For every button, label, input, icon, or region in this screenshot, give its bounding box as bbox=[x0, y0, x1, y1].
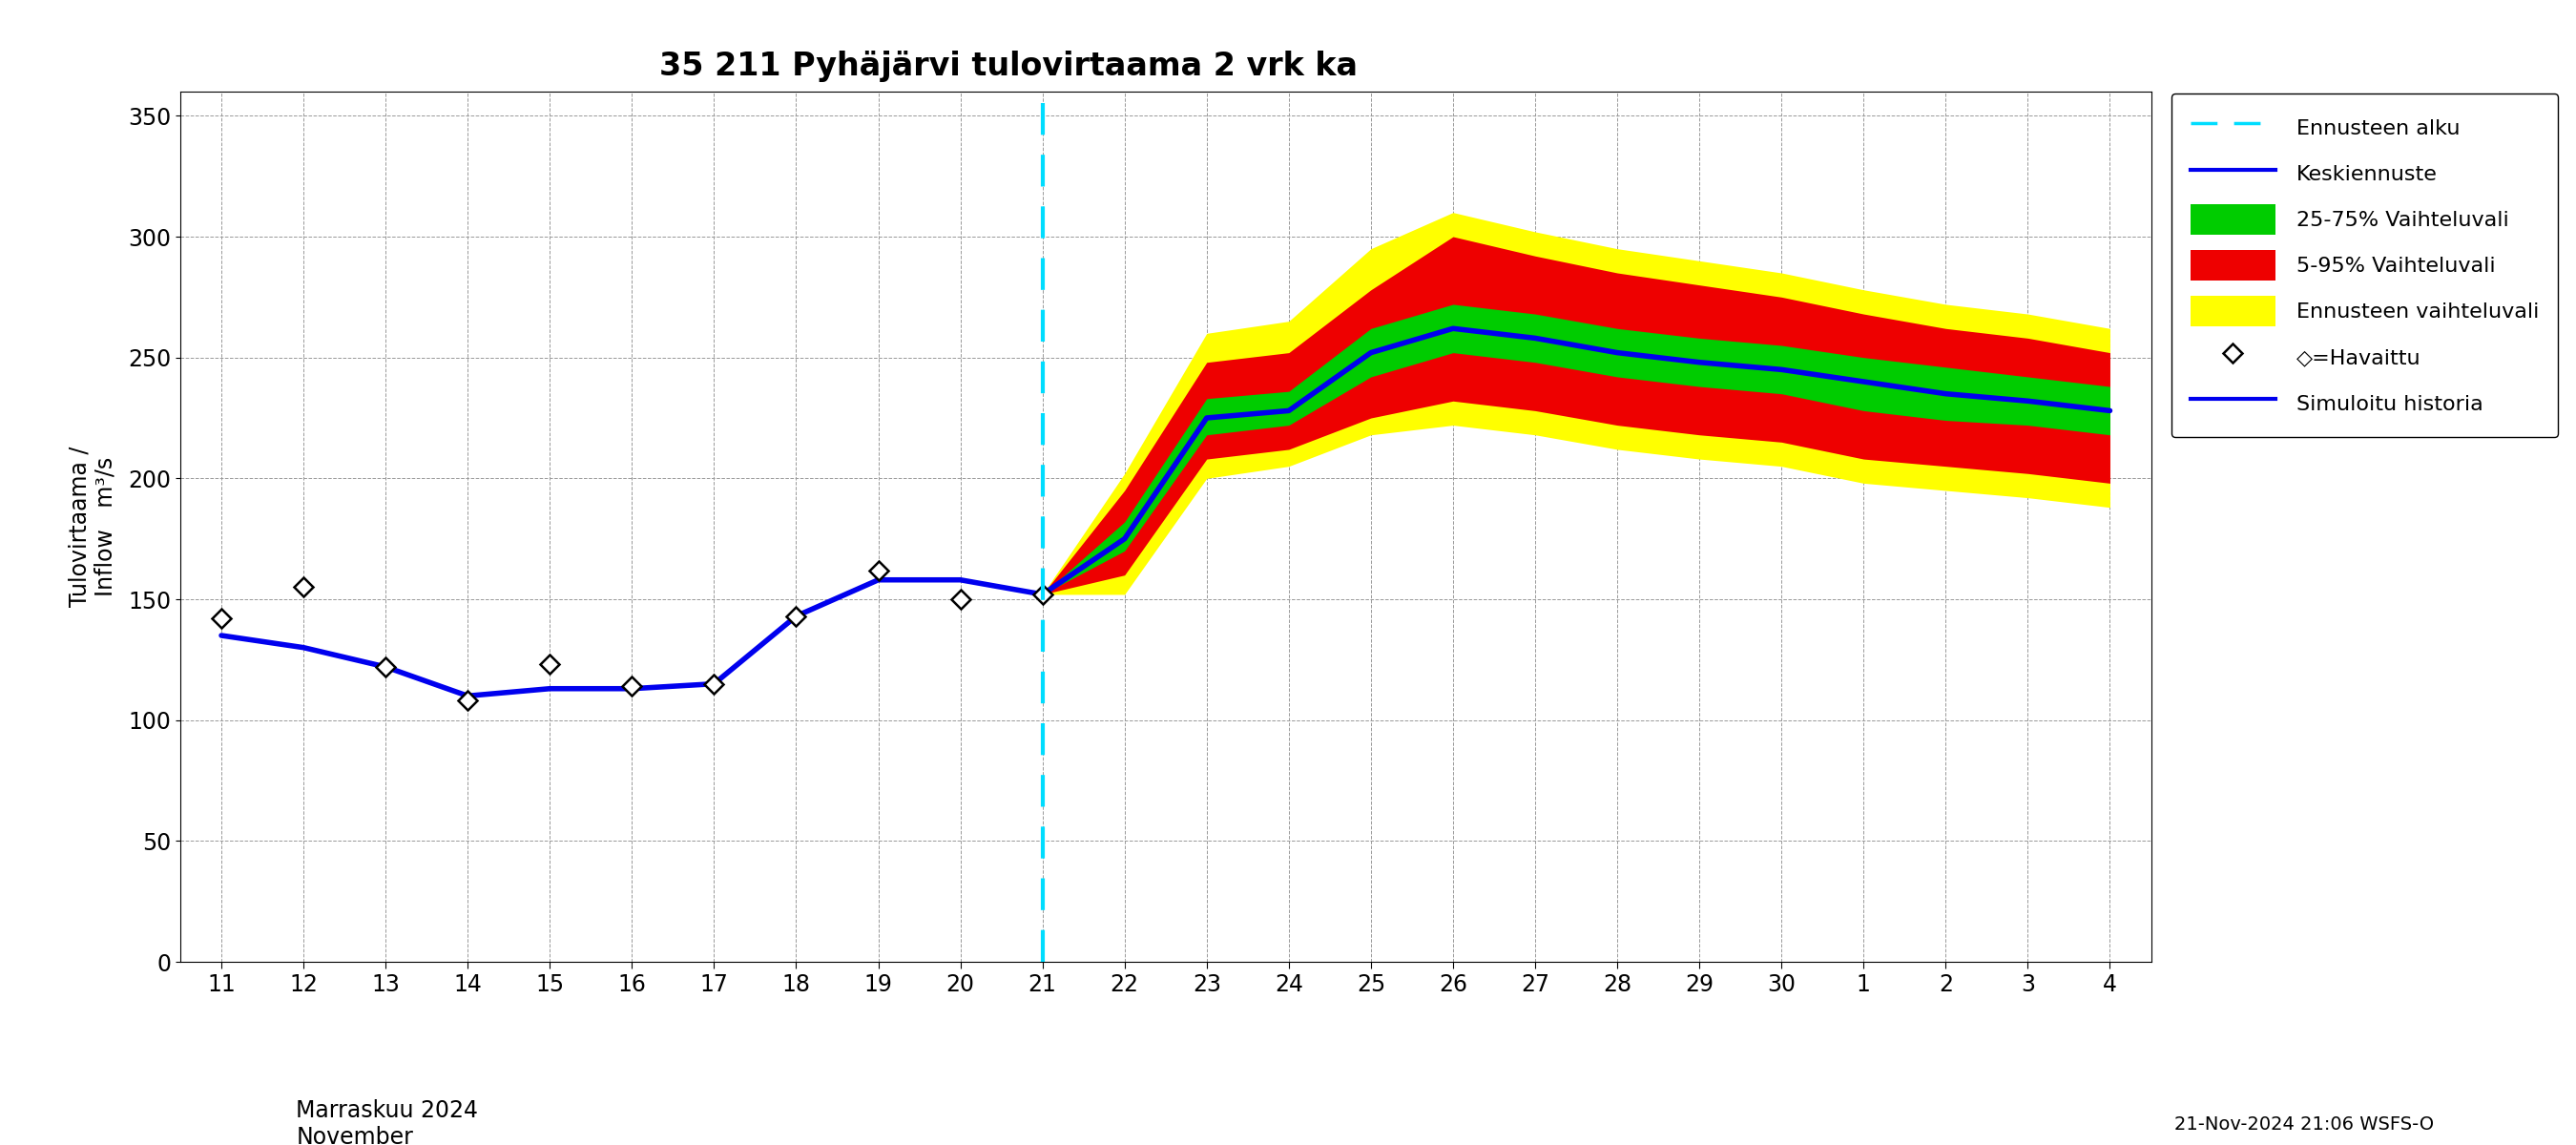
Text: 21-Nov-2024 21:06 WSFS-O: 21-Nov-2024 21:06 WSFS-O bbox=[2174, 1115, 2434, 1134]
Y-axis label: Tulovirtaama /
Inflow   m³/s: Tulovirtaama / Inflow m³/s bbox=[67, 447, 118, 607]
Legend: Ennusteen alku, Keskiennuste, 25-75% Vaihteluvali, 5-95% Vaihteluvali, Ennusteen: Ennusteen alku, Keskiennuste, 25-75% Vai… bbox=[2172, 94, 2558, 437]
Text: Marraskuu 2024
November: Marraskuu 2024 November bbox=[296, 1099, 479, 1145]
Title: 35 211 Pyhäjärvi tulovirtaama 2 vrk ka: 35 211 Pyhäjärvi tulovirtaama 2 vrk ka bbox=[659, 50, 1358, 82]
